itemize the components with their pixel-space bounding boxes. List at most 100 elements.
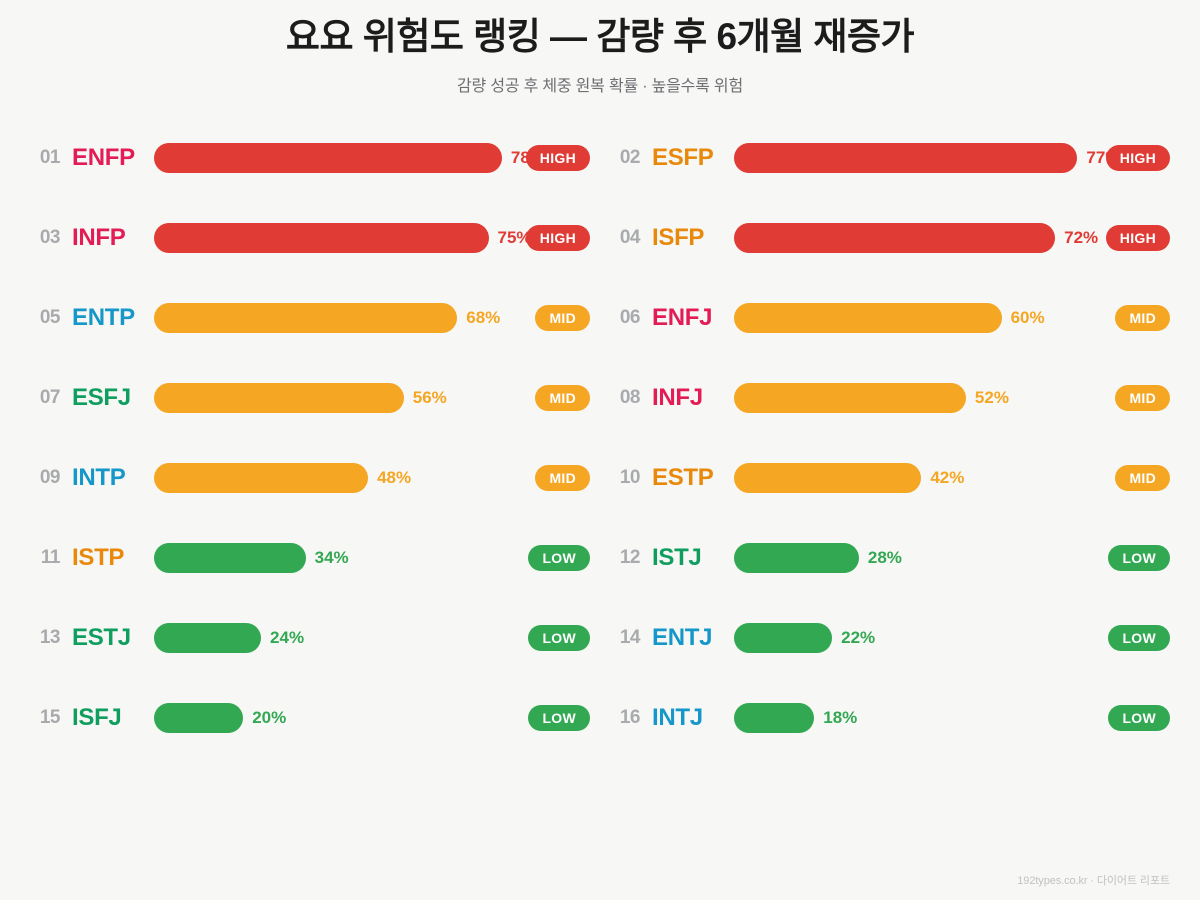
risk-level-badge: LOW xyxy=(528,705,590,731)
ranking-row: 11 ISTP 34% LOW xyxy=(30,518,590,598)
bar-track: 18% LOW xyxy=(734,703,1170,733)
percent-label: 18% xyxy=(823,708,858,727)
ranking-grid: 01ENFP78%HIGH02ESFP77%HIGH03INFP75%HIGH0… xyxy=(0,118,1200,758)
mbti-type-label: ESFP xyxy=(652,144,714,171)
value-bar xyxy=(734,703,815,733)
value-bar xyxy=(154,303,458,333)
ranking-row: 05 ENTP 68% MID xyxy=(30,278,590,358)
risk-level-badge: MID xyxy=(535,305,590,331)
risk-level-badge: HIGH xyxy=(1105,145,1170,171)
risk-level-badge: HIGH xyxy=(525,145,590,171)
ranking-row: 15 ISFJ 20% LOW xyxy=(30,678,590,758)
ranking-row: 13 ESTJ 24% LOW xyxy=(30,598,590,678)
bar-track: 24% LOW xyxy=(154,623,590,653)
percent-label: 48% xyxy=(377,468,412,487)
percent-label: 24% xyxy=(270,628,305,647)
risk-level-badge: LOW xyxy=(1108,705,1170,731)
bar-track: 60% MID xyxy=(734,303,1170,333)
rank-number: 08 xyxy=(619,387,641,408)
mbti-type-label: ENFP xyxy=(72,144,135,171)
ranking-row: 14 ENTJ 22% LOW xyxy=(610,598,1170,678)
ranking-row: 02 ESFP 77% HIGH xyxy=(610,118,1170,198)
risk-level-badge: HIGH xyxy=(1105,225,1170,251)
bar-track: 22% LOW xyxy=(734,623,1170,653)
rank-number: 01 xyxy=(39,147,61,168)
risk-level-badge: MID xyxy=(535,385,590,411)
value-bar xyxy=(734,623,833,653)
rank-number: 14 xyxy=(619,627,641,648)
percent-label: 20% xyxy=(252,708,287,727)
mbti-type-label: INTJ xyxy=(652,704,703,731)
bar-track: 75% HIGH xyxy=(154,223,590,253)
ranking-row: 06 ENFJ 60% MID xyxy=(610,278,1170,358)
mbti-type-label: ESFJ xyxy=(72,384,131,411)
value-bar xyxy=(734,303,1002,333)
mbti-type-label: ISTJ xyxy=(652,544,702,571)
rank-number: 11 xyxy=(40,547,61,568)
percent-label: 72% xyxy=(1064,228,1099,247)
mbti-type-label: ENFJ xyxy=(652,304,713,331)
page-title: 요요 위험도 랭킹 — 감량 후 6개월 재증가 xyxy=(285,16,915,57)
percent-label: 22% xyxy=(841,628,876,647)
percent-label: 56% xyxy=(412,388,447,407)
value-bar xyxy=(154,543,306,573)
bar-track: 77% HIGH xyxy=(734,143,1170,173)
footer-credit: 192types.co.kr · 다이어트 리포트 xyxy=(1017,875,1170,887)
rank-number: 10 xyxy=(619,467,641,488)
bar-track: 20% LOW xyxy=(154,703,590,733)
mbti-type-label: ENTP xyxy=(72,304,135,331)
value-bar xyxy=(154,383,404,413)
rank-number: 13 xyxy=(39,627,61,648)
percent-label: 75% xyxy=(497,228,532,247)
value-bar xyxy=(154,623,262,653)
bar-track: 78%HIGH xyxy=(154,143,590,173)
risk-level-badge: MID xyxy=(535,465,590,491)
percent-label: 60% xyxy=(1010,308,1045,327)
risk-level-badge: HIGH xyxy=(525,225,590,251)
value-bar xyxy=(734,543,859,573)
mbti-type-label: ISFJ xyxy=(72,704,122,731)
value-bar xyxy=(734,143,1078,173)
ranking-row: 16 INTJ 18% LOW xyxy=(610,678,1170,758)
percent-label: 52% xyxy=(974,388,1009,407)
value-bar xyxy=(734,463,922,493)
value-bar xyxy=(154,463,369,493)
percent-label: 34% xyxy=(314,548,349,567)
bar-track: 72% HIGH xyxy=(734,223,1170,253)
mbti-type-label: ISFP xyxy=(652,224,705,251)
mbti-type-label: INTP xyxy=(72,464,126,491)
rank-number: 02 xyxy=(619,147,641,168)
risk-level-badge: MID xyxy=(1115,305,1170,331)
mbti-type-label: ESTJ xyxy=(72,624,131,651)
ranking-row: 12 ISTJ 28% LOW xyxy=(610,518,1170,598)
ranking-row: 07 ESFJ 56% MID xyxy=(30,358,590,438)
percent-label: 42% xyxy=(930,468,965,487)
mbti-type-label: INFP xyxy=(72,224,126,251)
value-bar xyxy=(154,223,489,253)
mbti-type-label: ISTP xyxy=(72,544,125,571)
bar-track: 52% MID xyxy=(734,383,1170,413)
page-subtitle: 감량 성공 후 체중 원복 확률 · 높을수록 위험 xyxy=(457,78,743,96)
bar-track: 48% MID xyxy=(154,463,590,493)
rank-number: 06 xyxy=(619,307,641,328)
bar-track: 42% MID xyxy=(734,463,1170,493)
rank-number: 04 xyxy=(619,227,641,248)
rank-number: 05 xyxy=(39,307,61,328)
risk-level-badge: LOW xyxy=(528,545,590,571)
chart-header: 요요 위험도 랭킹 — 감량 후 6개월 재증가 감량 성공 후 체중 원복 확… xyxy=(0,0,1200,96)
bar-track: 68% MID xyxy=(154,303,590,333)
value-bar xyxy=(154,703,244,733)
bar-track: 28% LOW xyxy=(734,543,1170,573)
risk-level-badge: MID xyxy=(1115,465,1170,491)
ranking-row: 01 ENFP 78%HIGH xyxy=(30,118,590,198)
value-bar xyxy=(734,383,966,413)
rank-number: 03 xyxy=(39,227,61,248)
value-bar xyxy=(154,143,502,173)
ranking-row: 08 INFJ 52% MID xyxy=(610,358,1170,438)
bar-track: 34% LOW xyxy=(154,543,590,573)
rank-number: 09 xyxy=(39,467,61,488)
ranking-row: 04 ISFP 72% HIGH xyxy=(610,198,1170,278)
bar-track: 56% MID xyxy=(154,383,590,413)
value-bar xyxy=(734,223,1056,253)
mbti-type-label: ENTJ xyxy=(652,624,713,651)
